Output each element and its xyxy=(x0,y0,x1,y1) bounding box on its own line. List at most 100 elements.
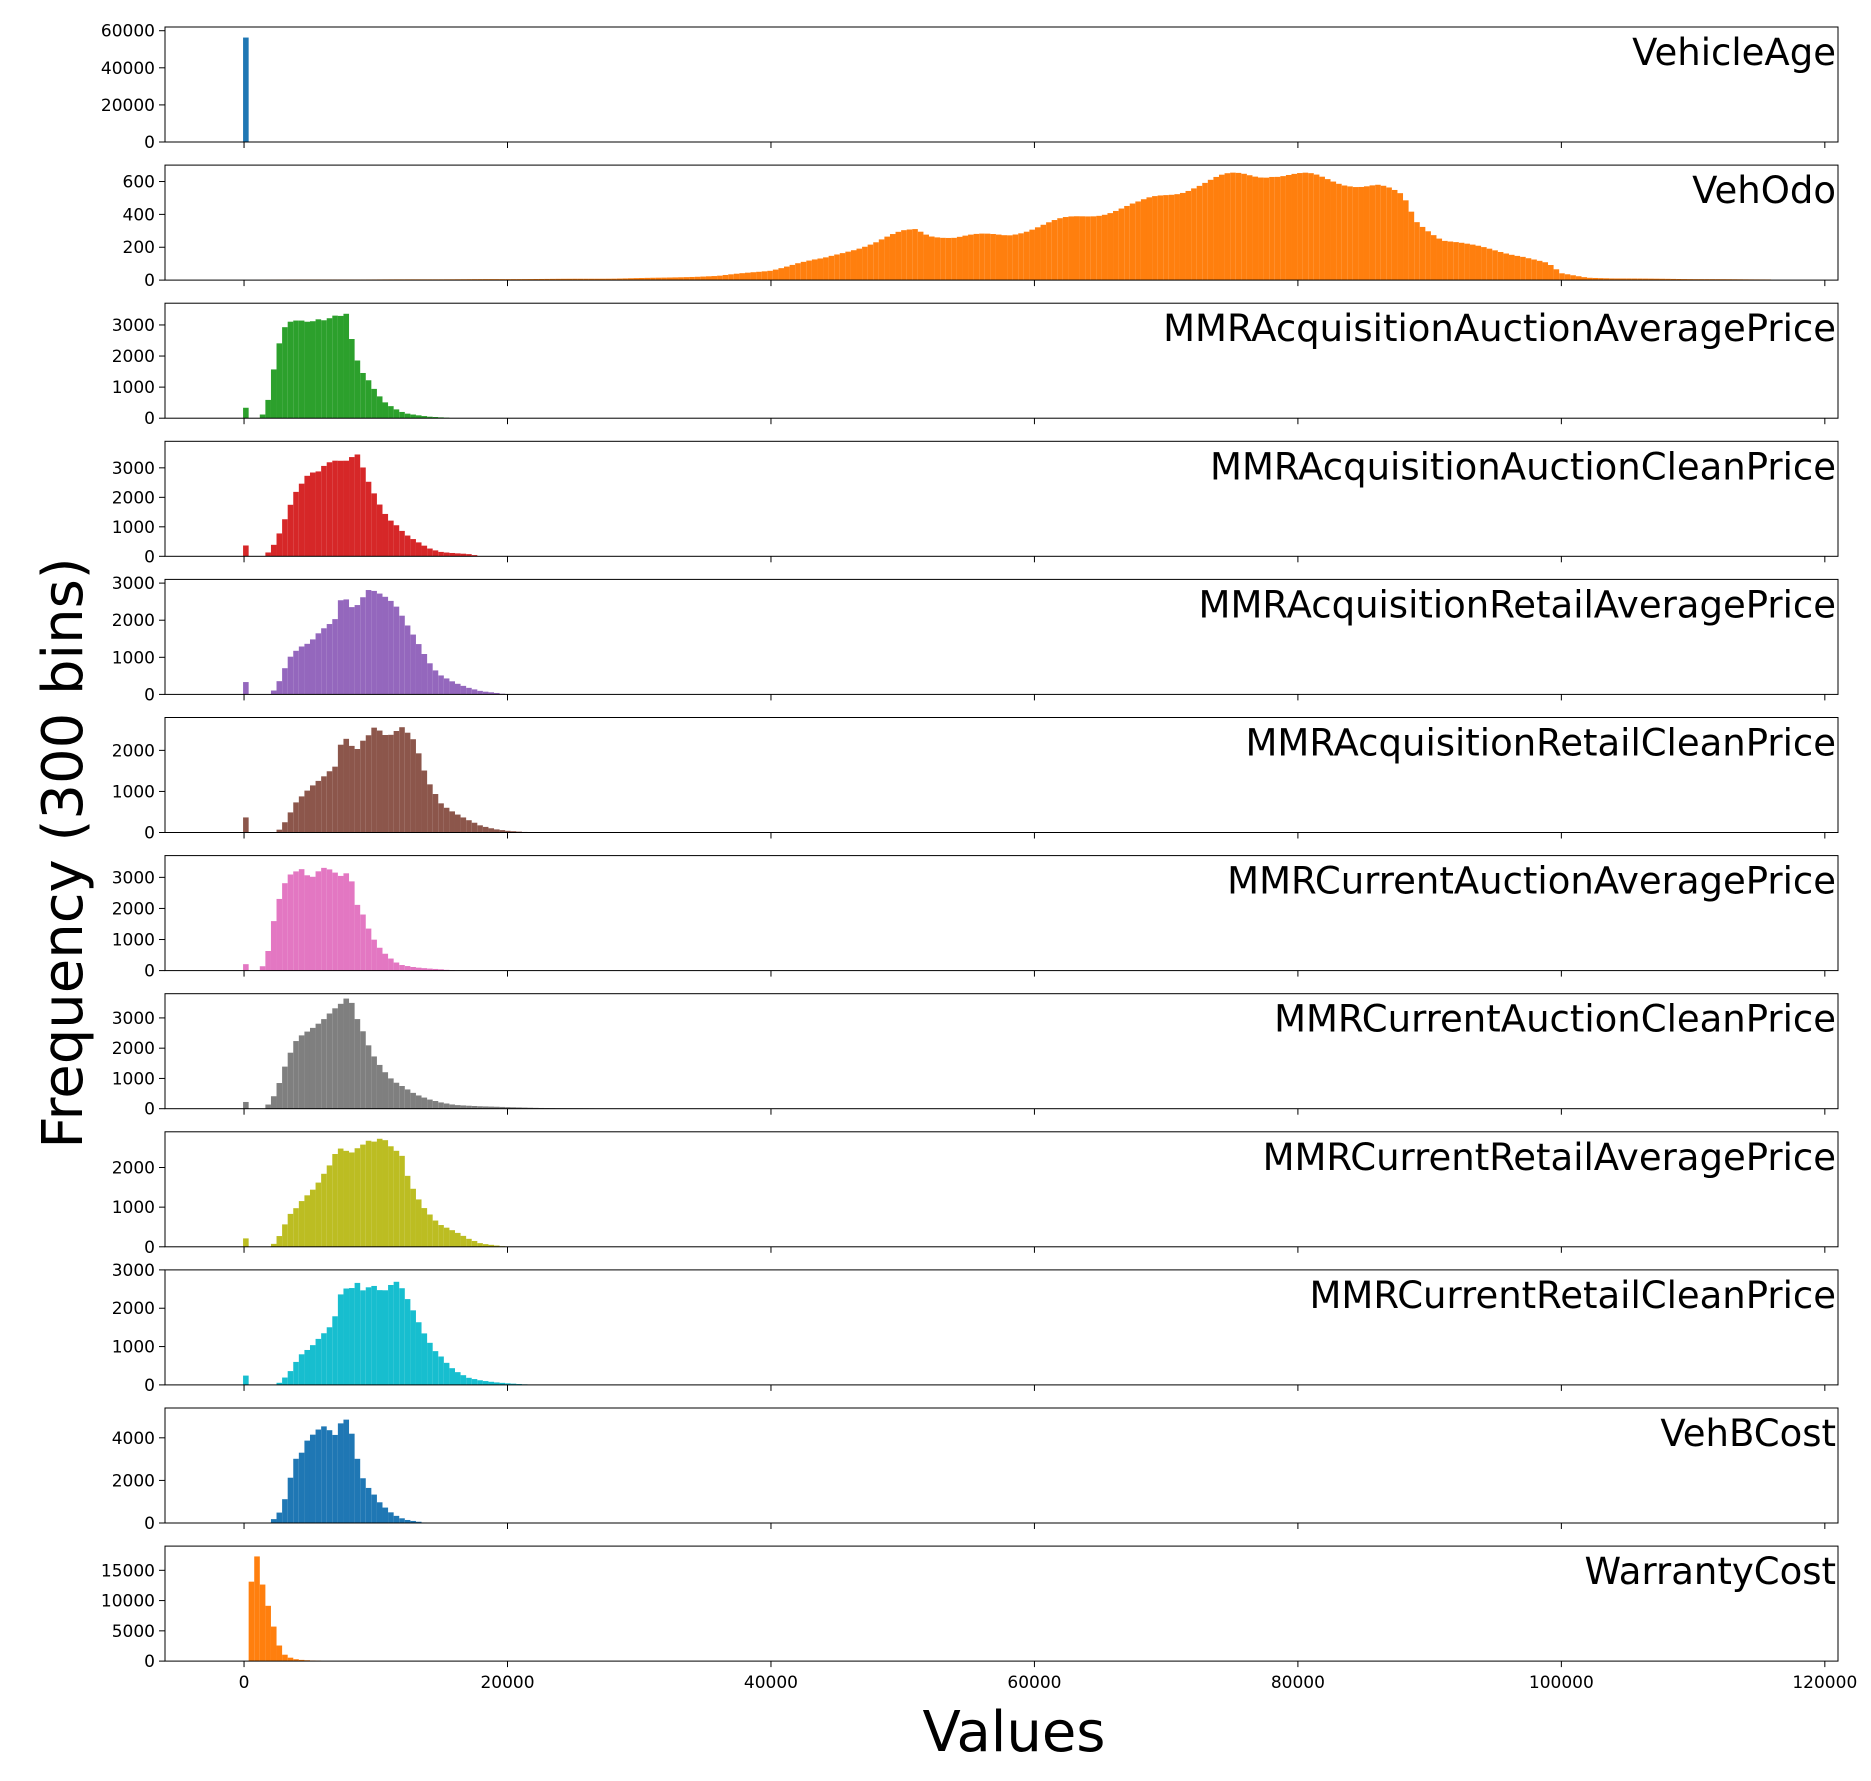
bar xyxy=(1007,235,1013,280)
bar xyxy=(1520,257,1526,280)
bar xyxy=(962,236,968,280)
bar xyxy=(1476,246,1482,280)
bar xyxy=(310,1190,316,1247)
bar xyxy=(360,1478,366,1523)
bar xyxy=(388,1512,394,1523)
y-tick-label: 0 xyxy=(144,1376,155,1396)
y-tick-label: 2000 xyxy=(112,1471,155,1491)
bar xyxy=(433,1351,439,1385)
bar xyxy=(1470,245,1476,280)
bar xyxy=(377,505,383,557)
bar xyxy=(449,1368,455,1385)
bars-mmrcurrentauctioncleanprice xyxy=(243,999,611,1109)
bar xyxy=(271,691,277,695)
bar xyxy=(355,1019,361,1109)
bar xyxy=(282,668,288,694)
bar xyxy=(1230,173,1236,280)
bar xyxy=(388,1146,394,1247)
bar xyxy=(316,471,322,556)
y-tick-label: 0 xyxy=(144,547,155,567)
bar xyxy=(349,1434,355,1523)
bar xyxy=(422,1333,428,1385)
y-tick-label: 0 xyxy=(144,409,155,429)
bar xyxy=(472,823,478,833)
bar xyxy=(260,415,266,419)
bar xyxy=(1565,274,1571,280)
bar xyxy=(940,238,946,280)
bar xyxy=(293,492,299,556)
y-tick-label: 5000 xyxy=(112,1622,155,1642)
bar xyxy=(1576,276,1582,280)
panel-title: MMRCurrentAuctionCleanPrice xyxy=(1274,998,1836,1041)
y-tick-label: 2000 xyxy=(112,1158,155,1178)
x-axis-label: Values xyxy=(923,1700,1106,1765)
bar xyxy=(851,250,857,280)
y-tick-label: 3000 xyxy=(112,1009,155,1029)
bar xyxy=(1492,250,1498,280)
bar xyxy=(1442,241,1448,280)
bar xyxy=(360,467,366,556)
bar xyxy=(946,238,952,280)
bars-warrantycost xyxy=(249,1556,322,1661)
bar xyxy=(1169,195,1175,280)
bar xyxy=(1448,242,1454,281)
bar xyxy=(422,771,428,833)
bar xyxy=(405,733,411,833)
bar xyxy=(896,232,902,280)
bar xyxy=(1113,211,1119,280)
y-tick-label: 3000 xyxy=(112,459,155,479)
bar xyxy=(1314,175,1320,281)
x-tick-label: 40000 xyxy=(744,1673,798,1693)
bar xyxy=(466,688,472,695)
bar xyxy=(912,229,918,280)
bar xyxy=(282,519,288,556)
bar xyxy=(371,940,377,971)
bar xyxy=(410,739,416,832)
bar xyxy=(422,546,428,557)
bar xyxy=(327,1327,333,1385)
bar xyxy=(438,803,444,832)
bar xyxy=(1425,231,1431,280)
bar xyxy=(968,235,974,280)
bar xyxy=(795,263,801,280)
panel-title: VehicleAge xyxy=(1632,31,1836,74)
bar xyxy=(449,1230,455,1247)
bar xyxy=(360,597,366,694)
bar xyxy=(488,828,494,832)
bar xyxy=(310,1028,316,1109)
bar xyxy=(879,239,885,280)
bar xyxy=(277,1083,283,1109)
bar xyxy=(293,1041,299,1109)
bar xyxy=(422,1098,428,1109)
bar xyxy=(862,247,868,280)
bar xyxy=(1107,213,1113,280)
bar xyxy=(332,873,338,971)
y-tick-label: 0 xyxy=(144,1100,155,1120)
bar xyxy=(422,654,428,694)
bar xyxy=(304,644,310,695)
bar xyxy=(1146,197,1152,280)
bar xyxy=(438,1102,444,1108)
bar xyxy=(366,1141,372,1247)
bar xyxy=(310,473,316,557)
bar xyxy=(817,258,823,280)
bar xyxy=(399,965,405,971)
bar xyxy=(277,533,283,556)
y-tick-label: 1000 xyxy=(112,518,155,538)
y-tick-label: 1000 xyxy=(112,931,155,951)
bar xyxy=(449,1104,455,1108)
bar xyxy=(444,1363,450,1385)
bar xyxy=(751,272,757,280)
bar xyxy=(360,741,366,833)
bar xyxy=(316,1183,322,1247)
bar xyxy=(410,1310,416,1385)
y-tick-label: 0 xyxy=(144,133,155,153)
bar xyxy=(299,1354,305,1385)
bar xyxy=(355,749,361,832)
y-tick-label: 0 xyxy=(144,824,155,844)
